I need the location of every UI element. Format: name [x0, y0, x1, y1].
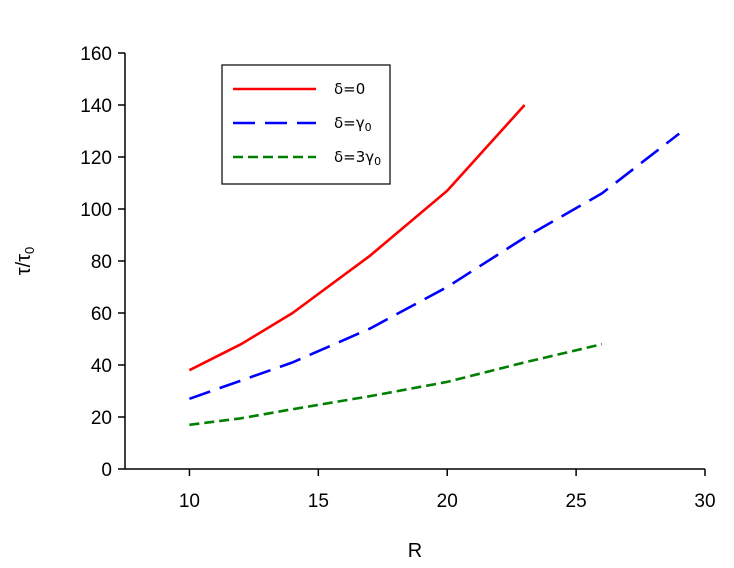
legend-box: [221, 64, 391, 185]
x-tick-label: 25: [566, 491, 587, 512]
y-tick-label: 60: [91, 304, 112, 325]
x-axis-ticks: 10 15 20 25 30: [179, 469, 716, 512]
legend-label-base: δ=3γ: [334, 148, 374, 166]
series-lines: [188, 104, 680, 427]
y-tick-label: 120: [80, 148, 112, 169]
legend-label-2: δ=γ0: [334, 114, 372, 134]
series-line-3: [189, 342, 603, 427]
series-line-1: [188, 104, 526, 372]
x-tick-label: 30: [694, 491, 715, 512]
x-tick-label: 20: [437, 491, 458, 512]
legend-label-subscript: 0: [365, 121, 372, 134]
y-tick-label: 80: [91, 252, 112, 273]
x-tick-label: 15: [308, 491, 329, 512]
x-tick-label: 10: [179, 491, 200, 512]
y-tick-label: 100: [80, 200, 112, 221]
y-tick-label: 160: [80, 44, 112, 65]
legend-entries: δ=0δ=γ0δ=3γ0: [233, 80, 381, 168]
y-tick-label: 0: [101, 460, 112, 481]
plot-area: 10 15 20 25 30 0 20 40 60 80 100 120 140 160: [80, 44, 715, 512]
legend-label-3: δ=3γ0: [334, 148, 381, 168]
x-axis-label: R: [408, 540, 422, 562]
y-axis-label: τ/τ0: [13, 247, 37, 276]
legend-label-1: δ=0: [334, 80, 365, 98]
legend-label-base: δ=0: [334, 80, 365, 98]
y-tick-label: 40: [91, 356, 112, 377]
y-axis-label-subscript: 0: [22, 247, 37, 254]
legend-label-subscript: 0: [374, 155, 381, 168]
y-axis-label-base: τ/τ: [13, 254, 35, 275]
y-axis-ticks: 0 20 40 60 80 100 120 140 160: [80, 44, 125, 481]
y-tick-label: 140: [80, 96, 112, 117]
legend: δ=0δ=γ0δ=3γ0: [221, 64, 391, 185]
series-line-2: [188, 132, 680, 401]
legend-label-base: δ=γ: [334, 114, 365, 132]
y-tick-label: 20: [91, 408, 112, 429]
